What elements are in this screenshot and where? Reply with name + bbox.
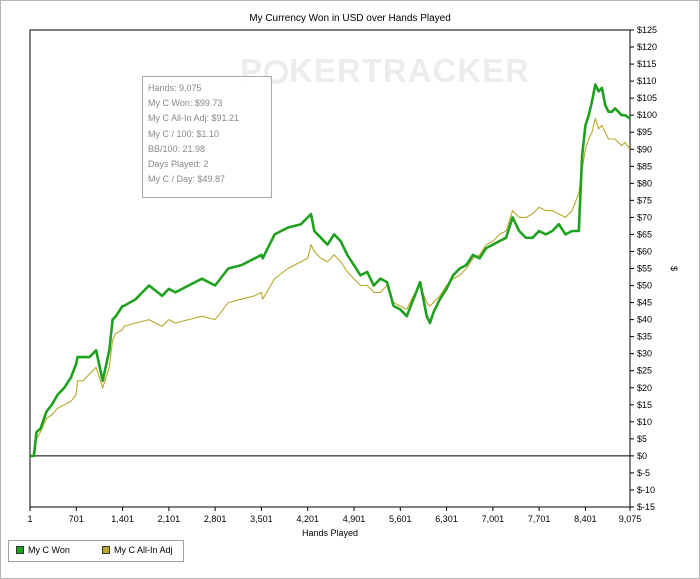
stat-bb-100: BB/100: 21.98 <box>148 143 206 154</box>
chart-title: My Currency Won in USD over Hands Played <box>249 13 451 24</box>
y-tick-label: $20 <box>637 383 652 393</box>
y-tick-label: $10 <box>637 417 652 427</box>
x-axis: 1 701 1,401 2,101 2,801 3,501 4,201 4,901 5,601 6… <box>27 507 641 524</box>
x-tick-label: 1 <box>27 514 32 524</box>
y-tick-label: $60 <box>637 246 652 256</box>
y-tick-label: $0 <box>637 451 647 461</box>
series-line-allin-adj <box>30 118 631 457</box>
stats-summary-box: Hands: 9,075 My C Won: $99.73 My C All-I… <box>142 76 272 198</box>
y-tick-label: $40 <box>637 315 652 325</box>
y-tick-label: $-15 <box>637 502 655 512</box>
y-tick-label: $125 <box>637 25 657 35</box>
x-tick-label: 4,201 <box>296 514 319 524</box>
pokertracker-watermark: P KERTRACKER <box>240 52 529 90</box>
series-group <box>30 83 631 458</box>
legend-label-won: My C Won <box>28 545 70 555</box>
x-tick-label: 6,301 <box>435 514 458 524</box>
y-tick-label: $80 <box>637 178 652 188</box>
legend-label-allin-adj: My C All-In Adj <box>114 545 173 555</box>
y-tick-label: $30 <box>637 349 652 359</box>
y-tick-label: $95 <box>637 127 652 137</box>
legend-swatch-allin-adj <box>102 545 110 554</box>
x-axis-label: Hands Played <box>302 528 358 538</box>
y-tick-label: $65 <box>637 229 652 239</box>
y-axis-label: $ <box>669 266 679 271</box>
poker-chip-icon <box>264 60 289 84</box>
y-tick-label: $85 <box>637 161 652 171</box>
x-tick-label: 2,101 <box>158 514 181 524</box>
y-tick-label: $105 <box>637 93 657 103</box>
legend-swatch-won <box>16 545 24 554</box>
y-tick-label: $70 <box>637 212 652 222</box>
stat-won: My C Won: $99.73 <box>148 98 223 109</box>
stat-per-day: My C / Day: $49.87 <box>148 174 226 185</box>
stat-per-100: My C / 100: $1.10 <box>148 128 220 139</box>
plot-border <box>29 29 631 508</box>
y-tick-label: $50 <box>637 281 652 291</box>
x-tick-label: 4,901 <box>343 514 366 524</box>
stat-allin-adj: My C All-In Adj: $91.21 <box>148 113 240 124</box>
chart-legend: My C Won My C All-In Adj <box>8 540 184 562</box>
x-tick-label: 1,401 <box>111 514 134 524</box>
x-tick-label: 2,801 <box>204 514 227 524</box>
y-tick-label: $-10 <box>637 485 655 495</box>
y-tick-label: $-5 <box>637 468 650 478</box>
x-tick-label: 5,601 <box>389 514 412 524</box>
y-tick-label: $45 <box>637 298 652 308</box>
y-tick-label: $55 <box>637 264 652 274</box>
y-tick-label: $120 <box>637 42 657 52</box>
watermark-text-right: KERTRACKER <box>289 52 531 89</box>
y-tick-label: $25 <box>637 366 652 376</box>
plot-area <box>29 29 631 508</box>
x-tick-label: 9,075 <box>619 514 642 524</box>
x-tick-label: 3,501 <box>250 514 273 524</box>
series-line-won <box>30 83 631 458</box>
x-tick-label: 7,701 <box>528 514 551 524</box>
x-tick-label: 7,001 <box>482 514 505 524</box>
y-tick-label: $115 <box>637 59 656 69</box>
y-tick-label: $35 <box>637 332 652 342</box>
y-tick-label: $90 <box>637 144 652 154</box>
y-tick-label: $110 <box>637 76 656 86</box>
legend-item-allin-adj: My C All-In Adj <box>102 545 173 555</box>
stat-hands: Hands: 9,075 <box>148 83 202 93</box>
x-tick-label: 701 <box>69 514 84 524</box>
y-tick-label: $5 <box>637 434 647 444</box>
legend-item-won: My C Won <box>16 545 70 555</box>
stat-days-played: Days Played: 2 <box>148 159 209 170</box>
y-tick-label: $75 <box>637 195 652 205</box>
y-tick-label: $100 <box>637 110 657 120</box>
y-axis: $-15 $-10 $-5 $0 $5 $10 $15 $20 $25 $30 $35 $40 $45 $… <box>630 25 657 512</box>
x-tick-label: 8,401 <box>574 514 597 524</box>
y-tick-label: $15 <box>637 400 652 410</box>
